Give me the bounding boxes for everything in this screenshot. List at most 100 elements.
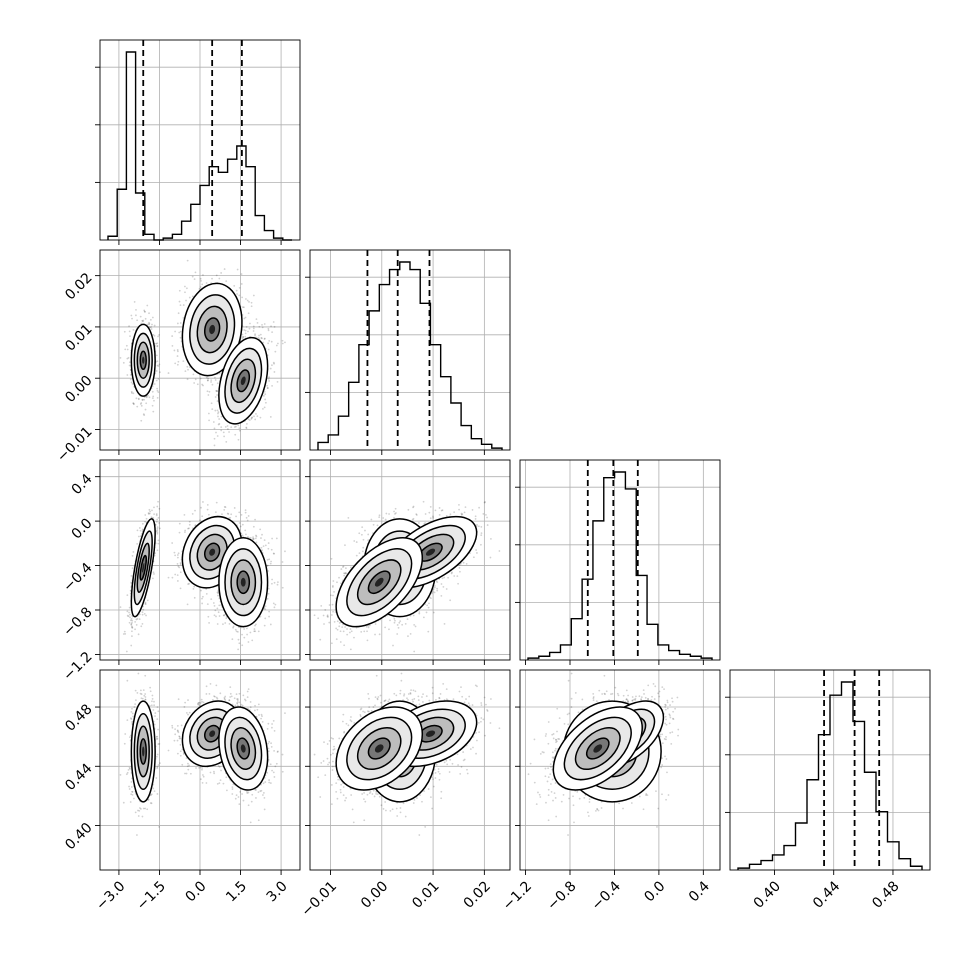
scatter-point [144, 310, 146, 313]
scatter-point [259, 416, 262, 419]
scatter-point [259, 615, 262, 618]
scatter-point [255, 541, 258, 544]
scatter-point [173, 551, 176, 554]
scatter-point [131, 630, 133, 633]
scatter-point [148, 396, 151, 399]
scatter-point [151, 316, 154, 319]
scatter-point [242, 336, 245, 339]
scatter-point [266, 597, 269, 600]
scatter-point [272, 321, 275, 323]
scatter-point [171, 335, 174, 337]
scatter-point [273, 371, 276, 373]
scatter-point [140, 419, 143, 422]
scatter-point [252, 294, 255, 297]
scatter-point [174, 554, 177, 557]
scatter-point [152, 395, 155, 398]
scatter-point [174, 362, 177, 365]
scatter-point [234, 628, 237, 631]
scatter-point [156, 532, 159, 535]
scatter-point [267, 348, 270, 351]
scatter-point [247, 330, 249, 333]
scatter-point [155, 379, 158, 382]
scatter-point [129, 616, 131, 619]
scatter-point [130, 644, 133, 647]
scatter-point [153, 513, 156, 516]
scatter-point [270, 325, 272, 328]
scatter-point [252, 536, 254, 539]
scatter-point [173, 349, 176, 352]
scatter-point [192, 373, 195, 376]
panel-frame [729, 669, 931, 871]
scatter-point [241, 633, 243, 636]
scatter-point [127, 356, 130, 359]
scatter-point [244, 335, 247, 338]
scatter-point [276, 380, 279, 383]
scatter-point [248, 301, 250, 303]
scatter-point [151, 397, 154, 400]
scatter-point [264, 398, 267, 401]
scatter-point [182, 360, 185, 363]
scatter-point [275, 344, 278, 347]
scatter-point [184, 370, 187, 373]
scatter-point [214, 396, 217, 398]
scatter-point [258, 334, 260, 337]
scatter-point [176, 350, 179, 353]
scatter-point [128, 361, 131, 364]
diag-panel-1 [305, 249, 511, 455]
scatter-point [131, 626, 134, 629]
scatter-point [237, 438, 240, 441]
scatter-point [236, 293, 238, 295]
scatter-point [242, 335, 244, 338]
scatter-point [221, 513, 223, 516]
scatter-point [146, 323, 149, 326]
scatter-point [271, 331, 274, 334]
scatter-point [271, 578, 273, 581]
scatter-point [211, 408, 214, 411]
scatter-point [176, 580, 179, 582]
scatter-point [192, 587, 195, 590]
scatter-point [158, 507, 161, 510]
scatter-point [214, 379, 217, 381]
scatter-point [149, 318, 152, 321]
scatter-point [227, 513, 230, 515]
panel-frame [99, 39, 301, 241]
scatter-point [238, 522, 241, 524]
scatter-point [255, 413, 257, 415]
scatter-point [140, 402, 143, 404]
scatter-point [187, 368, 189, 371]
scatter-point [152, 333, 155, 336]
scatter-point [210, 402, 213, 405]
scatter-point [259, 333, 262, 336]
scatter-point [184, 531, 186, 534]
scatter-point [217, 411, 220, 413]
scatter-point [254, 334, 256, 337]
scatter-point [153, 506, 155, 509]
scatter-point [238, 429, 241, 432]
scatter-point [207, 377, 210, 380]
scatter-point [238, 287, 241, 289]
scatter-point [129, 373, 132, 376]
scatter-point [202, 384, 204, 387]
scatter-point [217, 412, 219, 415]
scatter-point [267, 542, 270, 544]
scatter-point [214, 511, 217, 514]
scatter-point [131, 392, 133, 394]
scatter-point [273, 552, 275, 555]
scatter-point [131, 554, 134, 557]
scatter-point [135, 308, 137, 311]
scatter-point [245, 325, 248, 328]
scatter-point [152, 410, 155, 413]
scatter-point [273, 325, 276, 328]
scatter-point [220, 272, 223, 274]
scatter-point [132, 402, 135, 405]
scatter-point [138, 613, 141, 616]
scatter-point [156, 389, 159, 392]
scatter-point [243, 306, 245, 309]
scatter-point [124, 348, 127, 351]
scatter-point [240, 283, 243, 285]
scatter-point [274, 350, 277, 353]
scatter-point [246, 633, 249, 636]
scatter-point [156, 360, 159, 363]
scatter-point [269, 367, 272, 370]
